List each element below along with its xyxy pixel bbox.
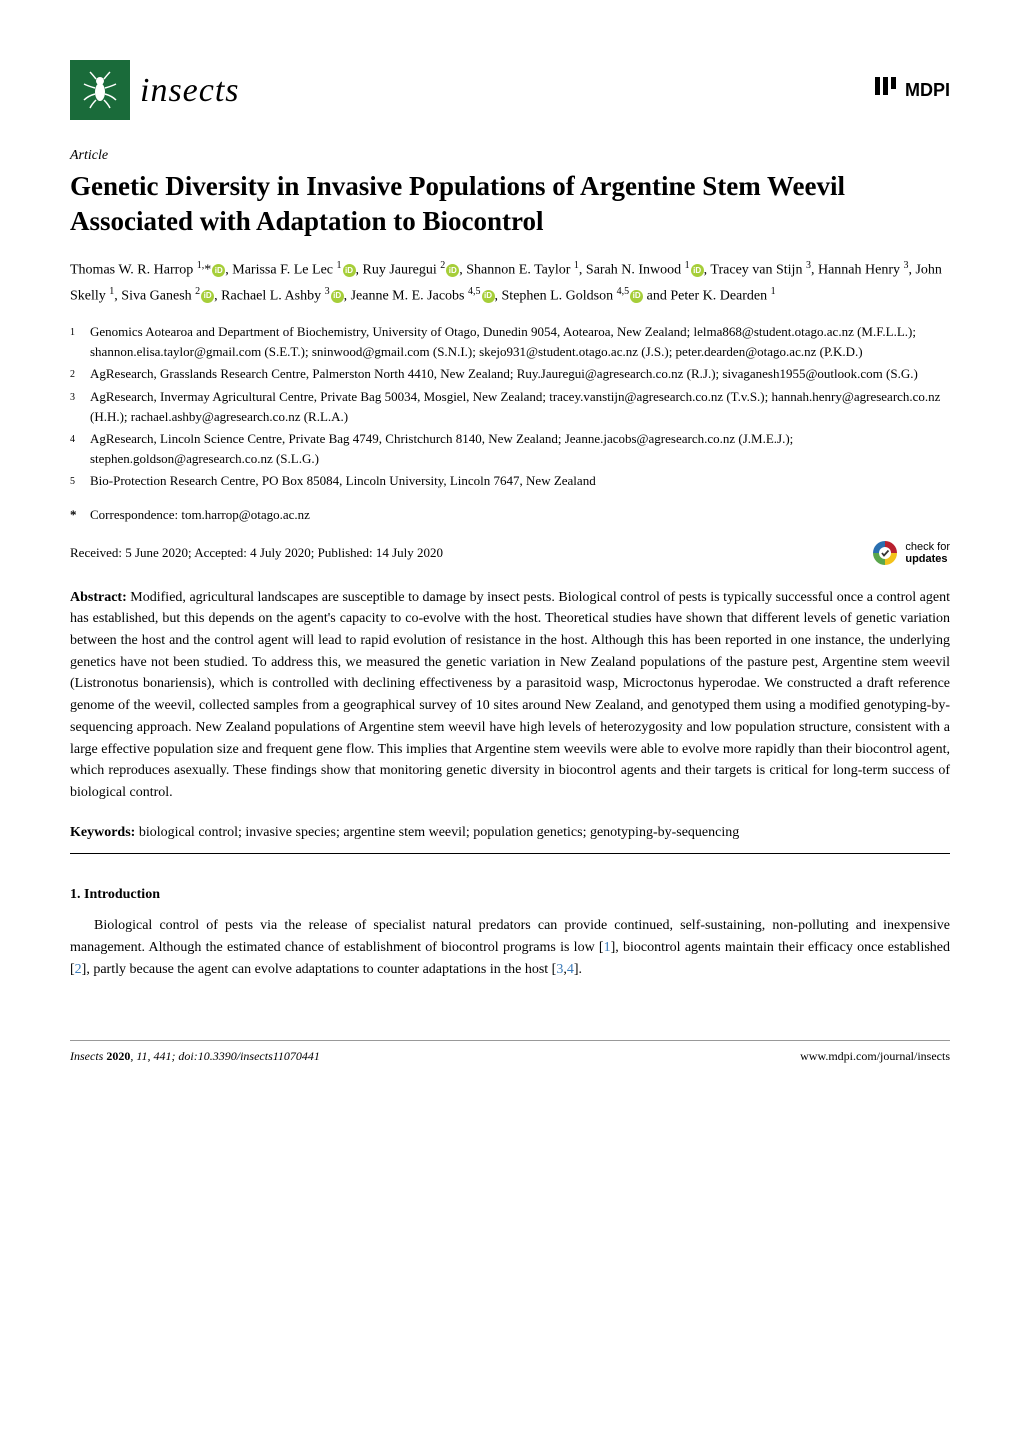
footer-year: 2020 [106,1049,130,1063]
affiliation-text: Genomics Aotearoa and Department of Bioc… [90,322,950,362]
intro-text: ]. [574,962,582,977]
page-footer: Insects 2020, 11, 441; doi:10.3390/insec… [70,1040,950,1065]
abstract-text: Modified, agricultural landscapes are su… [70,590,950,800]
orcid-icon [331,290,344,303]
footer-doi: , 11, 441; doi:10.3390/insects11070441 [130,1049,320,1063]
authors-list: Thomas W. R. Harrop 1,*, Marissa F. Le L… [70,257,950,308]
affiliation-number: 4 [70,429,90,469]
affiliation-text: AgResearch, Grasslands Research Centre, … [90,364,950,384]
keywords-rule [70,853,950,854]
article-title: Genetic Diversity in Invasive Population… [70,169,950,239]
article-type: Article [70,145,950,166]
correspondence-text: Correspondence: tom.harrop@otago.ac.nz [90,505,950,525]
orcid-icon [446,264,459,277]
abstract-label: Abstract: [70,590,127,605]
orcid-icon [212,264,225,277]
footer-citation: Insects 2020, 11, 441; doi:10.3390/insec… [70,1047,320,1065]
orcid-icon [691,264,704,277]
publisher-name: MDPI [905,77,950,104]
affiliation-item: 4AgResearch, Lincoln Science Centre, Pri… [96,429,950,469]
orcid-icon [343,264,356,277]
orcid-icon [201,290,214,303]
affiliation-item: 2AgResearch, Grasslands Research Centre,… [96,364,950,384]
affiliation-item: 1Genomics Aotearoa and Department of Bio… [96,322,950,362]
affiliation-number: 5 [70,471,90,491]
mdpi-mark-icon [873,73,899,107]
citation-link[interactable]: 2 [75,962,82,977]
abstract: Abstract: Modified, agricultural landsca… [70,587,950,804]
affiliation-number: 1 [70,322,90,362]
affiliations-list: 1Genomics Aotearoa and Department of Bio… [70,322,950,491]
keywords-label: Keywords: [70,825,135,840]
correspondence-marker: * [70,505,90,525]
insects-logo-icon [70,60,130,120]
section-heading-intro: 1. Introduction [70,884,950,905]
footer-journal: Insects [70,1049,106,1063]
journal-name: insects [140,65,240,116]
check-updates-line2: updates [905,553,947,565]
publisher-logo: MDPI [873,73,950,107]
orcid-icon [630,290,643,303]
affiliation-text: AgResearch, Invermay Agricultural Centre… [90,387,950,427]
check-updates-text: check for updates [905,541,950,565]
affiliation-number: 3 [70,387,90,427]
affiliation-item: 3AgResearch, Invermay Agricultural Centr… [96,387,950,427]
check-updates-badge[interactable]: check for updates [871,539,950,567]
header-row: insects MDPI [70,60,950,120]
footer-journal-url[interactable]: www.mdpi.com/journal/insects [800,1047,950,1065]
affiliation-item: 5Bio-Protection Research Centre, PO Box … [96,471,950,491]
check-updates-icon [871,539,899,567]
journal-logo: insects [70,60,240,120]
affiliation-text: AgResearch, Lincoln Science Centre, Priv… [90,429,950,469]
orcid-icon [482,290,495,303]
affiliation-text: Bio-Protection Research Centre, PO Box 8… [90,471,950,491]
correspondence: * Correspondence: tom.harrop@otago.ac.nz [70,505,950,525]
intro-text: ], partly because the agent can evolve a… [82,962,557,977]
keywords-text: biological control; invasive species; ar… [135,825,739,840]
citation-link[interactable]: 4 [567,962,574,977]
dates-row: Received: 5 June 2020; Accepted: 4 July … [70,539,950,567]
affiliation-number: 2 [70,364,90,384]
check-updates-line1: check for [905,541,950,553]
article-dates: Received: 5 June 2020; Accepted: 4 July … [70,543,443,563]
citation-link[interactable]: 1 [604,940,611,955]
keywords: Keywords: biological control; invasive s… [70,822,950,844]
intro-paragraph: Biological control of pests via the rele… [70,915,950,980]
